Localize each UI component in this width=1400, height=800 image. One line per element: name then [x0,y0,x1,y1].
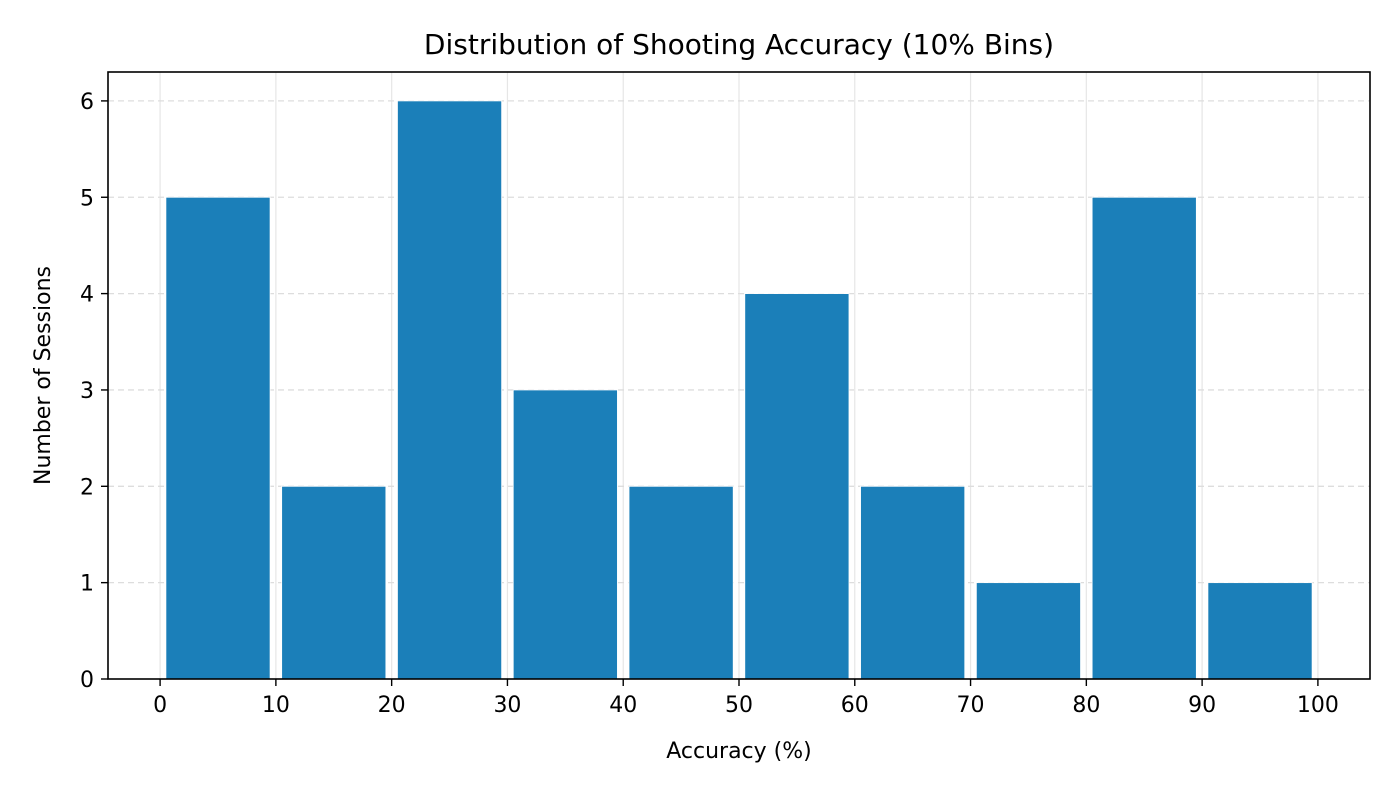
histogram-bar [281,485,387,680]
y-axis-ticks: 0 1 2 3 4 5 6 [80,90,108,693]
x-axis-ticks: 0 10 20 30 40 50 60 70 80 90 100 [153,679,1339,718]
histogram-bar [397,100,503,680]
y-tick-label: 5 [80,186,94,211]
x-tick-label: 60 [841,693,869,718]
histogram-bar [860,485,966,680]
histogram-bar [165,196,271,680]
histogram-bar [512,389,618,680]
chart-title: Distribution of Shooting Accuracy (10% B… [424,28,1054,61]
x-tick-label: 90 [1188,693,1216,718]
x-tick-label: 0 [153,693,167,718]
x-tick-label: 100 [1297,693,1339,718]
y-tick-label: 3 [80,379,94,404]
histogram-bar [744,293,850,680]
x-axis-label: Accuracy (%) [666,739,812,764]
x-tick-label: 80 [1072,693,1100,718]
histogram-bar [975,582,1081,680]
x-tick-label: 40 [609,693,637,718]
y-tick-label: 1 [80,572,94,597]
grid-lines [108,72,1370,679]
x-tick-label: 30 [493,693,521,718]
bars [165,100,1313,680]
histogram-bar [1207,582,1313,680]
y-tick-label: 2 [80,475,94,500]
y-tick-label: 0 [80,668,94,693]
y-tick-label: 4 [80,283,94,308]
y-tick-label: 6 [80,90,94,115]
x-tick-label: 70 [957,693,985,718]
x-tick-label: 10 [262,693,290,718]
y-axis-label: Number of Sessions [31,266,56,485]
histogram-bar [1091,196,1197,680]
x-tick-label: 50 [725,693,753,718]
x-tick-label: 20 [378,693,406,718]
histogram-bar [628,485,734,680]
